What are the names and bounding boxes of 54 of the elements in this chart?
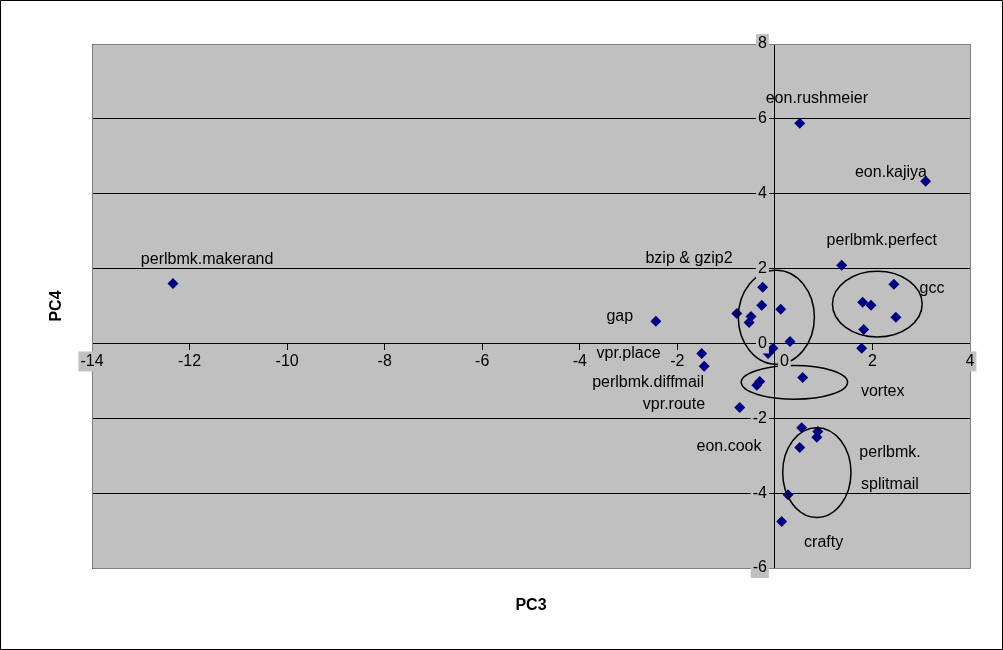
y-axis-title: PC4 — [47, 290, 65, 322]
point — [836, 259, 848, 271]
annotation: crafty — [804, 532, 844, 550]
x-tick-label: -6 — [475, 351, 490, 369]
annotation: perlbmk.makerand — [140, 249, 274, 267]
annotation: vortex — [860, 381, 905, 399]
y-tick-label: 2 — [757, 258, 767, 276]
x-tick-label: -10 — [275, 351, 299, 369]
point — [784, 336, 796, 348]
x-tick-label: -12 — [177, 351, 202, 369]
x-tick-label: 0 — [779, 351, 789, 369]
annotation: gap — [606, 306, 634, 324]
point — [857, 296, 869, 308]
point — [650, 315, 662, 327]
point — [796, 422, 808, 434]
point — [775, 303, 787, 315]
point — [890, 311, 902, 323]
annotation: perlbmk. splitmail — [859, 442, 921, 492]
point — [167, 278, 179, 290]
y-tick-label: 8 — [757, 34, 767, 52]
point — [865, 299, 877, 311]
y-tick-label: 6 — [757, 109, 767, 127]
y-tick-label: -6 — [752, 558, 767, 576]
point — [757, 281, 769, 293]
x-axis-title: PC3 — [515, 596, 547, 614]
point — [794, 441, 806, 453]
annotation: eon.kajiya — [854, 162, 928, 180]
y-tick-label: 4 — [757, 184, 767, 202]
point — [696, 348, 708, 360]
point — [797, 371, 809, 383]
point — [856, 342, 868, 354]
x-tick-label: -8 — [377, 351, 392, 369]
point — [794, 117, 806, 129]
annotation: vpr.place — [596, 343, 661, 361]
annotation: perlbmk.diffmail — [592, 373, 704, 391]
y-tick-label: -2 — [752, 408, 767, 426]
y-tick-label: 0 — [757, 333, 767, 351]
x-tick-label: 4 — [965, 351, 975, 369]
x-tick-label: -2 — [670, 351, 685, 369]
point — [858, 324, 870, 336]
x-tick-label: 2 — [867, 351, 877, 369]
point — [888, 278, 900, 290]
y-tick-label: -4 — [752, 483, 767, 501]
point — [756, 299, 768, 311]
x-tick-label: -14 — [80, 351, 104, 369]
point — [734, 401, 746, 413]
annotation: bzip & gzip2 — [645, 248, 733, 266]
point — [698, 360, 710, 372]
annotation: gcc — [919, 278, 945, 296]
annotation: perlbmk.perfect — [826, 230, 938, 248]
x-tick-label: -4 — [572, 351, 587, 369]
annotation: vpr.route — [642, 394, 706, 412]
annotation: eon.cook — [696, 436, 763, 454]
point — [776, 516, 788, 528]
